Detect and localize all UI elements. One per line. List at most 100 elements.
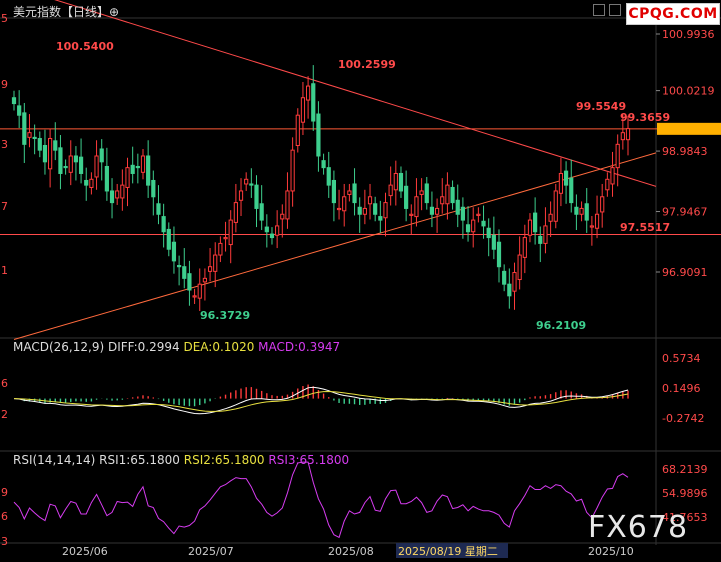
candle-body [58,147,63,174]
left-axis-label: 6 [1,510,8,523]
candle [135,153,140,184]
rsi-axis-label: 68.2139 [662,463,708,476]
candle-body [115,190,120,199]
candle [445,172,450,220]
candle-body [342,196,347,212]
toolbar-icon-1[interactable] [593,4,605,16]
candle-body [419,190,424,195]
annotation-level: 99.5549 [576,100,626,113]
candle [440,178,445,214]
candle [579,201,584,222]
candle-body [63,165,68,169]
candle-body [295,114,300,147]
candle [434,198,440,233]
candle-body [594,213,600,229]
candle-body [187,273,192,291]
candle [94,140,99,190]
candle [115,183,120,205]
candle [140,148,146,180]
macd-diff-value: DIFF:0.2994 [107,340,180,354]
candle [538,226,543,263]
candle [22,102,27,163]
candle [527,213,533,243]
candle-body [22,112,27,145]
toolbar-icon-2[interactable] [609,4,621,16]
candle-body [569,177,574,204]
candle-body [99,148,104,163]
candle-body [357,206,362,215]
candle [460,197,465,239]
candle-body [393,172,398,191]
candle-body [249,183,254,186]
candle [269,227,275,245]
candle [342,183,347,227]
candle [53,122,58,161]
candle-body [424,183,429,204]
macd-diff-line [13,386,629,415]
candle [295,108,300,153]
macd-axis-label: -0.2742 [662,412,704,425]
candle-body [182,266,187,279]
chart-grid [0,17,721,545]
candle [146,140,151,198]
candle-body [275,225,280,236]
candle [393,160,398,206]
candle-body [507,283,512,297]
candle-body [414,196,419,218]
candle-body [197,283,202,299]
candle [187,260,192,306]
left-axis-label: 3 [1,535,8,548]
macd-dea-line [13,390,629,412]
candle-body [471,219,476,233]
price-tick-label: 97.9467 [662,206,708,219]
candle-body [135,165,140,169]
candle-body [533,212,538,233]
candle-body [450,186,455,204]
candle [78,138,84,184]
candle [517,236,522,290]
trendline-descending [54,0,657,187]
left-axis-label: 9 [1,486,8,499]
candle-body [589,225,594,228]
candle [156,185,161,225]
candle-body [259,203,264,221]
candle [553,183,558,229]
candle [481,205,486,239]
candle-body [109,190,115,204]
candle [610,151,615,197]
rsi-header: RSI(14,14,14) RSI1:65.1800 RSI2:65.1800 … [13,453,349,467]
candle-body [254,184,259,209]
candle [476,207,481,223]
candle-body [434,207,440,215]
annotation-low: 96.3729 [200,309,250,322]
candle-body [527,219,533,236]
candle [465,206,471,242]
rsi-axis-label: 41.7653 [662,511,708,524]
candle [300,81,306,136]
candle [512,262,517,310]
candle [207,248,213,282]
candle [290,137,295,207]
candle [615,134,620,187]
candle-body [615,143,620,169]
candle [522,224,527,274]
left-axis-label: 6 [1,377,8,390]
candle [486,218,491,257]
candle-body [373,203,378,215]
candle [99,139,104,181]
candle-body [605,178,610,191]
candle [548,201,553,237]
candle [125,157,130,207]
candle-body [244,178,249,185]
candle-body [207,266,213,272]
candle-body [409,213,414,216]
candle-body [213,254,218,272]
candle-body [238,190,244,201]
candle-body [378,216,383,221]
candle-body [362,207,367,215]
candle-body [264,226,269,233]
candle-body [223,237,228,240]
candle [373,196,378,222]
